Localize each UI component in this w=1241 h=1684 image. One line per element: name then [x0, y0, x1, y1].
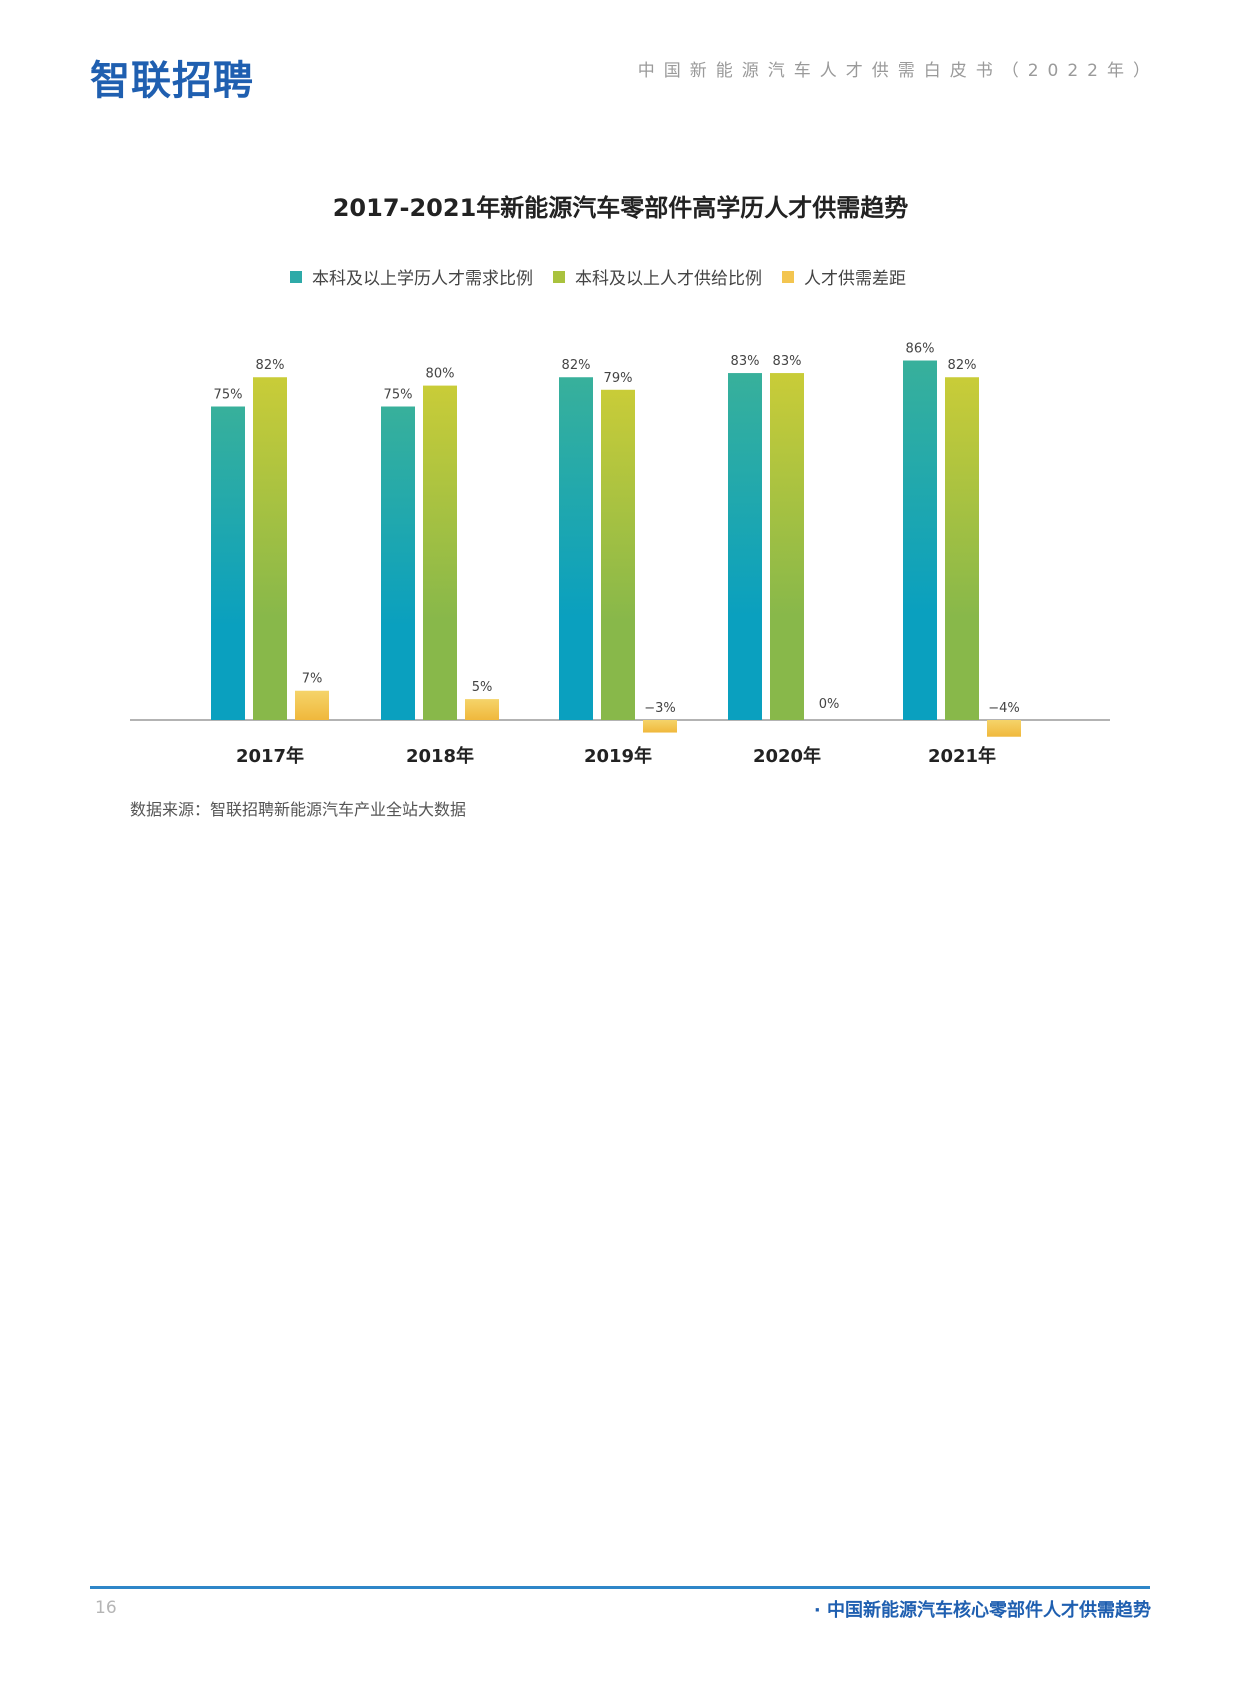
bar-demand-1 [381, 406, 415, 720]
bar-gap-2 [643, 720, 677, 733]
chart-title: 2017-2021年新能源汽车零部件高学历人才供需趋势 [332, 194, 909, 222]
data-label-demand-1: 75% [384, 388, 413, 403]
bar-demand-0 [211, 406, 245, 720]
bar-supply-1 [423, 385, 457, 720]
legend-swatch-gap [782, 270, 794, 283]
data-label-gap-4: −4% [988, 701, 1020, 716]
logo: 智联招聘 [90, 58, 254, 104]
legend-item-demand: 本科及以上学历人才需求比例 [290, 264, 533, 289]
data-source-note: 数据来源：智联招聘新能源汽车产业全站大数据 [130, 800, 467, 819]
legend-item-supply: 本科及以上人才供给比例 [553, 264, 762, 289]
bar-supply-0 [253, 377, 287, 720]
legend-label-demand: 本科及以上学历人才需求比例 [312, 269, 533, 289]
data-label-gap-2: −3% [644, 701, 676, 716]
x-tick-label-1: 2018年 [406, 745, 474, 767]
footer-rule [90, 1586, 1150, 1589]
legend-item-gap: 人才供需差距 [782, 264, 906, 289]
data-label-gap-1: 5% [472, 680, 493, 695]
bar-gap-1 [465, 699, 499, 720]
x-tick-label-4: 2021年 [928, 745, 996, 767]
bar-supply-2 [601, 389, 635, 720]
data-label-gap-0: 7% [302, 672, 323, 687]
x-tick-label-3: 2020年 [753, 745, 821, 767]
data-label-supply-1: 80% [426, 367, 455, 382]
bar-demand-2 [559, 377, 593, 720]
section-title: · 中国新能源汽车核心零部件人才供需趋势 [813, 1600, 1151, 1621]
legend-label-supply: 本科及以上人才供给比例 [575, 269, 762, 289]
data-label-demand-4: 86% [906, 342, 935, 357]
bar-chart: 75% 82% 7% 2017年 75% 80% 5% 2018年 82% 79% −3% 2019年… [130, 342, 1110, 767]
legend-swatch-supply [553, 270, 565, 283]
x-tick-label-0: 2017年 [236, 745, 304, 767]
data-label-demand-3: 83% [731, 354, 760, 369]
bar-gap-0 [295, 690, 329, 720]
data-label-gap-3: 0% [819, 697, 840, 712]
data-label-supply-4: 82% [948, 358, 977, 373]
data-label-demand-0: 75% [214, 388, 243, 403]
page-number: 16 [95, 1598, 117, 1618]
data-label-supply-3: 83% [773, 354, 802, 369]
chart-legend: 本科及以上学历人才需求比例 本科及以上人才供给比例 人才供需差距 [290, 264, 906, 289]
bar-demand-4 [903, 360, 937, 720]
bar-gap-4 [987, 720, 1021, 737]
data-label-supply-2: 79% [604, 371, 633, 386]
bar-supply-4 [945, 377, 979, 720]
legend-swatch-demand [290, 270, 302, 283]
bar-supply-3 [770, 373, 804, 720]
data-label-supply-0: 82% [256, 358, 285, 373]
data-label-demand-2: 82% [562, 358, 591, 373]
legend-label-gap: 人才供需差距 [804, 269, 906, 289]
document-title: 中国新能源汽车人才供需白皮书（2022年） [637, 61, 1159, 81]
x-tick-label-2: 2019年 [584, 745, 652, 767]
bar-demand-3 [728, 373, 762, 720]
